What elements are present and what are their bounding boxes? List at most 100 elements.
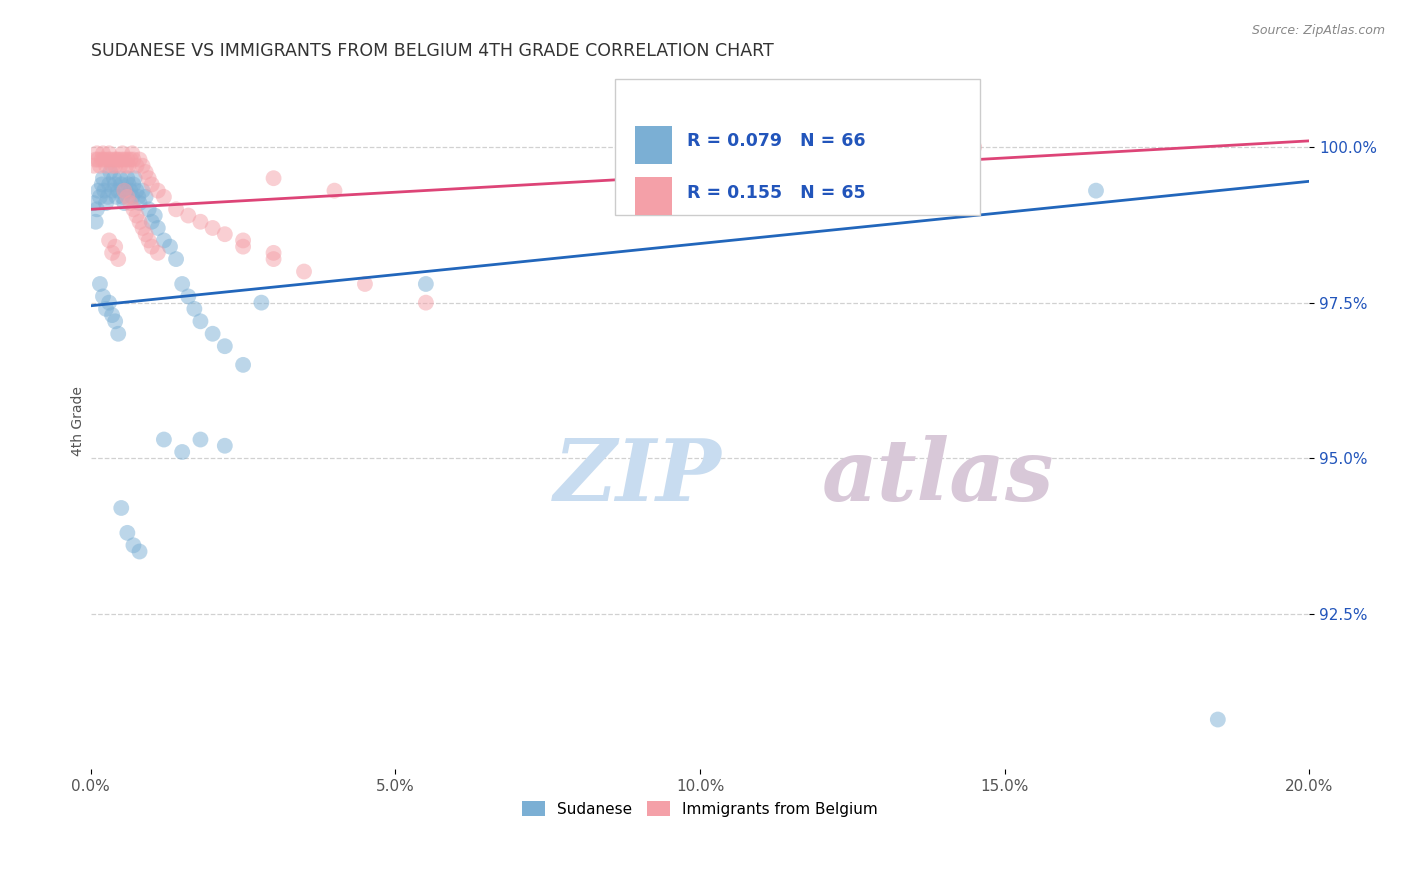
Point — [98, 178, 121, 192]
Text: atlas: atlas — [823, 435, 1054, 518]
Point — [214, 339, 236, 353]
Text: Source: ZipAtlas.com: Source: ZipAtlas.com — [1251, 24, 1385, 37]
Point — [141, 240, 163, 254]
Point — [201, 221, 224, 235]
Point — [125, 184, 148, 198]
Point — [115, 159, 138, 173]
Point — [98, 153, 121, 167]
Point — [117, 153, 139, 167]
Point — [1206, 713, 1229, 727]
Point — [232, 358, 254, 372]
Point — [122, 153, 145, 167]
Point — [90, 178, 112, 192]
FancyBboxPatch shape — [636, 126, 672, 164]
Point — [120, 153, 142, 167]
Point — [107, 326, 129, 341]
Point — [112, 196, 135, 211]
Point — [128, 153, 150, 167]
Point — [143, 209, 166, 223]
Point — [112, 153, 135, 167]
Point — [232, 234, 254, 248]
Point — [177, 289, 200, 303]
Point — [292, 264, 315, 278]
Point — [83, 196, 105, 211]
Point — [232, 240, 254, 254]
Point — [94, 301, 117, 316]
Point — [94, 159, 117, 173]
Point — [108, 171, 131, 186]
Point — [190, 314, 212, 328]
Point — [122, 538, 145, 552]
Point — [138, 202, 160, 217]
Point — [250, 295, 273, 310]
Point — [101, 184, 124, 198]
Point — [93, 184, 115, 198]
Point — [146, 221, 169, 235]
Point — [110, 500, 132, 515]
Point — [159, 240, 181, 254]
Point — [963, 140, 986, 154]
Point — [124, 171, 146, 186]
Point — [91, 146, 114, 161]
Point — [101, 159, 124, 173]
Point — [86, 146, 108, 161]
Point — [115, 184, 138, 198]
Point — [98, 234, 121, 248]
Point — [98, 146, 121, 161]
Point — [105, 190, 128, 204]
Point — [91, 171, 114, 186]
Point — [153, 433, 176, 447]
Point — [415, 295, 437, 310]
Point — [103, 171, 125, 186]
Point — [112, 184, 135, 198]
Point — [111, 146, 134, 161]
Point — [87, 184, 110, 198]
Text: SUDANESE VS IMMIGRANTS FROM BELGIUM 4TH GRADE CORRELATION CHART: SUDANESE VS IMMIGRANTS FROM BELGIUM 4TH … — [91, 42, 773, 60]
Point — [415, 277, 437, 291]
Point — [91, 289, 114, 303]
Point — [98, 165, 121, 179]
Point — [1085, 184, 1108, 198]
Point — [104, 178, 127, 192]
FancyBboxPatch shape — [614, 79, 980, 215]
Point — [101, 245, 124, 260]
Point — [111, 190, 134, 204]
Point — [165, 202, 187, 217]
Point — [120, 196, 142, 211]
Point — [128, 215, 150, 229]
Point — [165, 252, 187, 266]
Point — [86, 202, 108, 217]
Point — [107, 153, 129, 167]
Point — [125, 159, 148, 173]
Point — [146, 245, 169, 260]
Point — [263, 245, 285, 260]
Point — [263, 171, 285, 186]
Point — [128, 544, 150, 558]
Point — [121, 190, 143, 204]
Point — [89, 190, 111, 204]
Point — [135, 190, 157, 204]
Text: ZIP: ZIP — [554, 435, 721, 518]
Point — [153, 234, 176, 248]
Point — [117, 159, 139, 173]
Point — [172, 445, 194, 459]
Point — [141, 215, 163, 229]
Point — [141, 178, 163, 192]
Text: R = 0.155   N = 65: R = 0.155 N = 65 — [686, 184, 865, 202]
Point — [146, 184, 169, 198]
Point — [104, 240, 127, 254]
Point — [131, 159, 153, 173]
Point — [128, 196, 150, 211]
Point — [138, 234, 160, 248]
Point — [138, 171, 160, 186]
Point — [172, 277, 194, 291]
Point — [214, 439, 236, 453]
Point — [101, 308, 124, 322]
Point — [110, 178, 132, 192]
Point — [108, 159, 131, 173]
Point — [177, 209, 200, 223]
Point — [89, 159, 111, 173]
Point — [107, 184, 129, 198]
Point — [121, 146, 143, 161]
Point — [122, 202, 145, 217]
